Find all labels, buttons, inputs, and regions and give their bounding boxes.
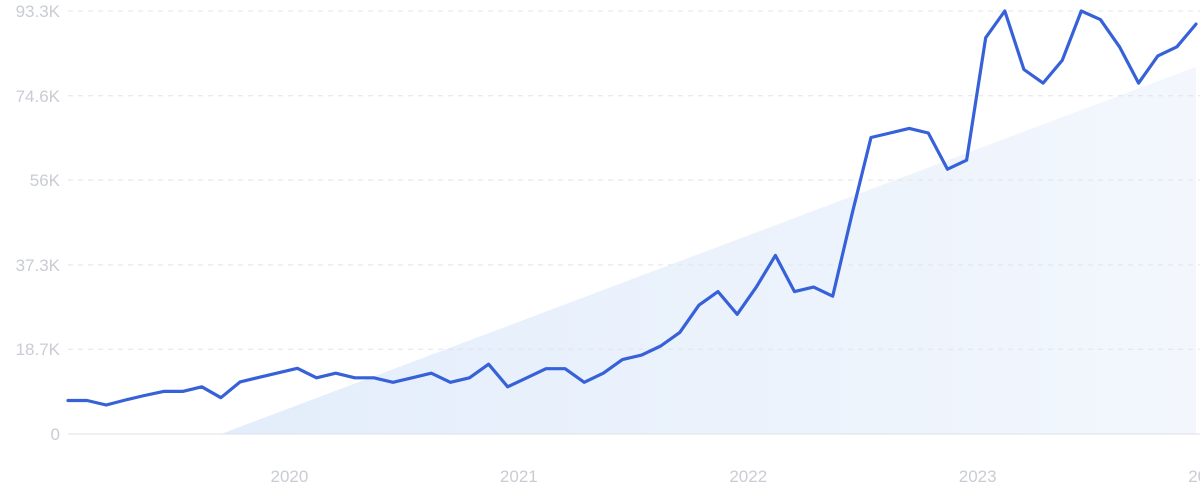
data-point <box>124 399 127 402</box>
data-point <box>717 290 720 293</box>
data-point <box>1099 18 1102 21</box>
data-point <box>143 394 146 397</box>
data-point <box>812 286 815 289</box>
data-point <box>640 354 643 357</box>
data-point <box>1156 54 1159 57</box>
data-point <box>621 358 624 361</box>
data-point <box>258 376 261 379</box>
data-point <box>1195 23 1198 26</box>
data-point <box>831 295 834 298</box>
data-point <box>372 376 375 379</box>
data-point <box>430 372 433 375</box>
data-point <box>506 385 509 388</box>
data-point <box>602 372 605 375</box>
series-line <box>66 9 1198 407</box>
data-point <box>468 376 471 379</box>
data-point <box>200 385 203 388</box>
data-point <box>583 381 586 384</box>
data-point <box>411 376 414 379</box>
data-point <box>659 345 662 348</box>
data-point <box>908 127 911 130</box>
trend-area <box>220 66 1196 435</box>
data-point <box>889 132 892 135</box>
data-point <box>774 254 777 257</box>
y-tick-label: 74.6K <box>16 87 61 106</box>
data-point <box>1118 45 1121 48</box>
data-point <box>1022 68 1025 71</box>
data-point <box>449 381 452 384</box>
data-point <box>239 380 242 383</box>
data-point <box>1080 10 1083 13</box>
data-point <box>755 286 758 289</box>
data-point <box>1061 59 1064 62</box>
data-point <box>1137 82 1140 85</box>
data-point <box>86 399 89 402</box>
data-point <box>736 313 739 316</box>
x-tick-label: 2023 <box>959 467 997 486</box>
data-point <box>525 376 528 379</box>
x-tick-label: 2022 <box>729 467 767 486</box>
data-point <box>105 404 108 407</box>
data-point <box>965 159 968 162</box>
data-point <box>1175 45 1178 48</box>
x-tick-label: 2024 <box>1188 467 1200 486</box>
data-point <box>487 363 490 366</box>
data-point <box>181 390 184 393</box>
data-point <box>984 36 987 39</box>
data-point <box>850 213 853 216</box>
data-point <box>1003 10 1006 13</box>
data-point <box>315 376 318 379</box>
y-tick-label: 56K <box>30 171 61 190</box>
y-tick-label: 18.7K <box>16 340 61 359</box>
data-point <box>162 390 165 393</box>
data-point <box>870 136 873 139</box>
data-point <box>927 132 930 135</box>
data-point <box>353 376 356 379</box>
data-point <box>545 367 548 370</box>
data-point <box>564 367 567 370</box>
data-point <box>67 399 70 402</box>
x-tick-label: 2020 <box>271 467 309 486</box>
data-point <box>697 304 700 307</box>
y-tick-label: 93.3K <box>16 2 61 21</box>
data-point <box>277 371 280 374</box>
y-tick-label: 0 <box>51 425 60 444</box>
data-point <box>296 367 299 370</box>
data-point <box>678 331 681 334</box>
data-point <box>392 381 395 384</box>
data-point <box>334 372 337 375</box>
data-point <box>1042 82 1045 85</box>
data-point <box>793 290 796 293</box>
data-point <box>219 396 222 399</box>
data-point <box>946 168 949 171</box>
x-tick-label: 2021 <box>500 467 538 486</box>
y-tick-label: 37.3K <box>16 256 61 275</box>
